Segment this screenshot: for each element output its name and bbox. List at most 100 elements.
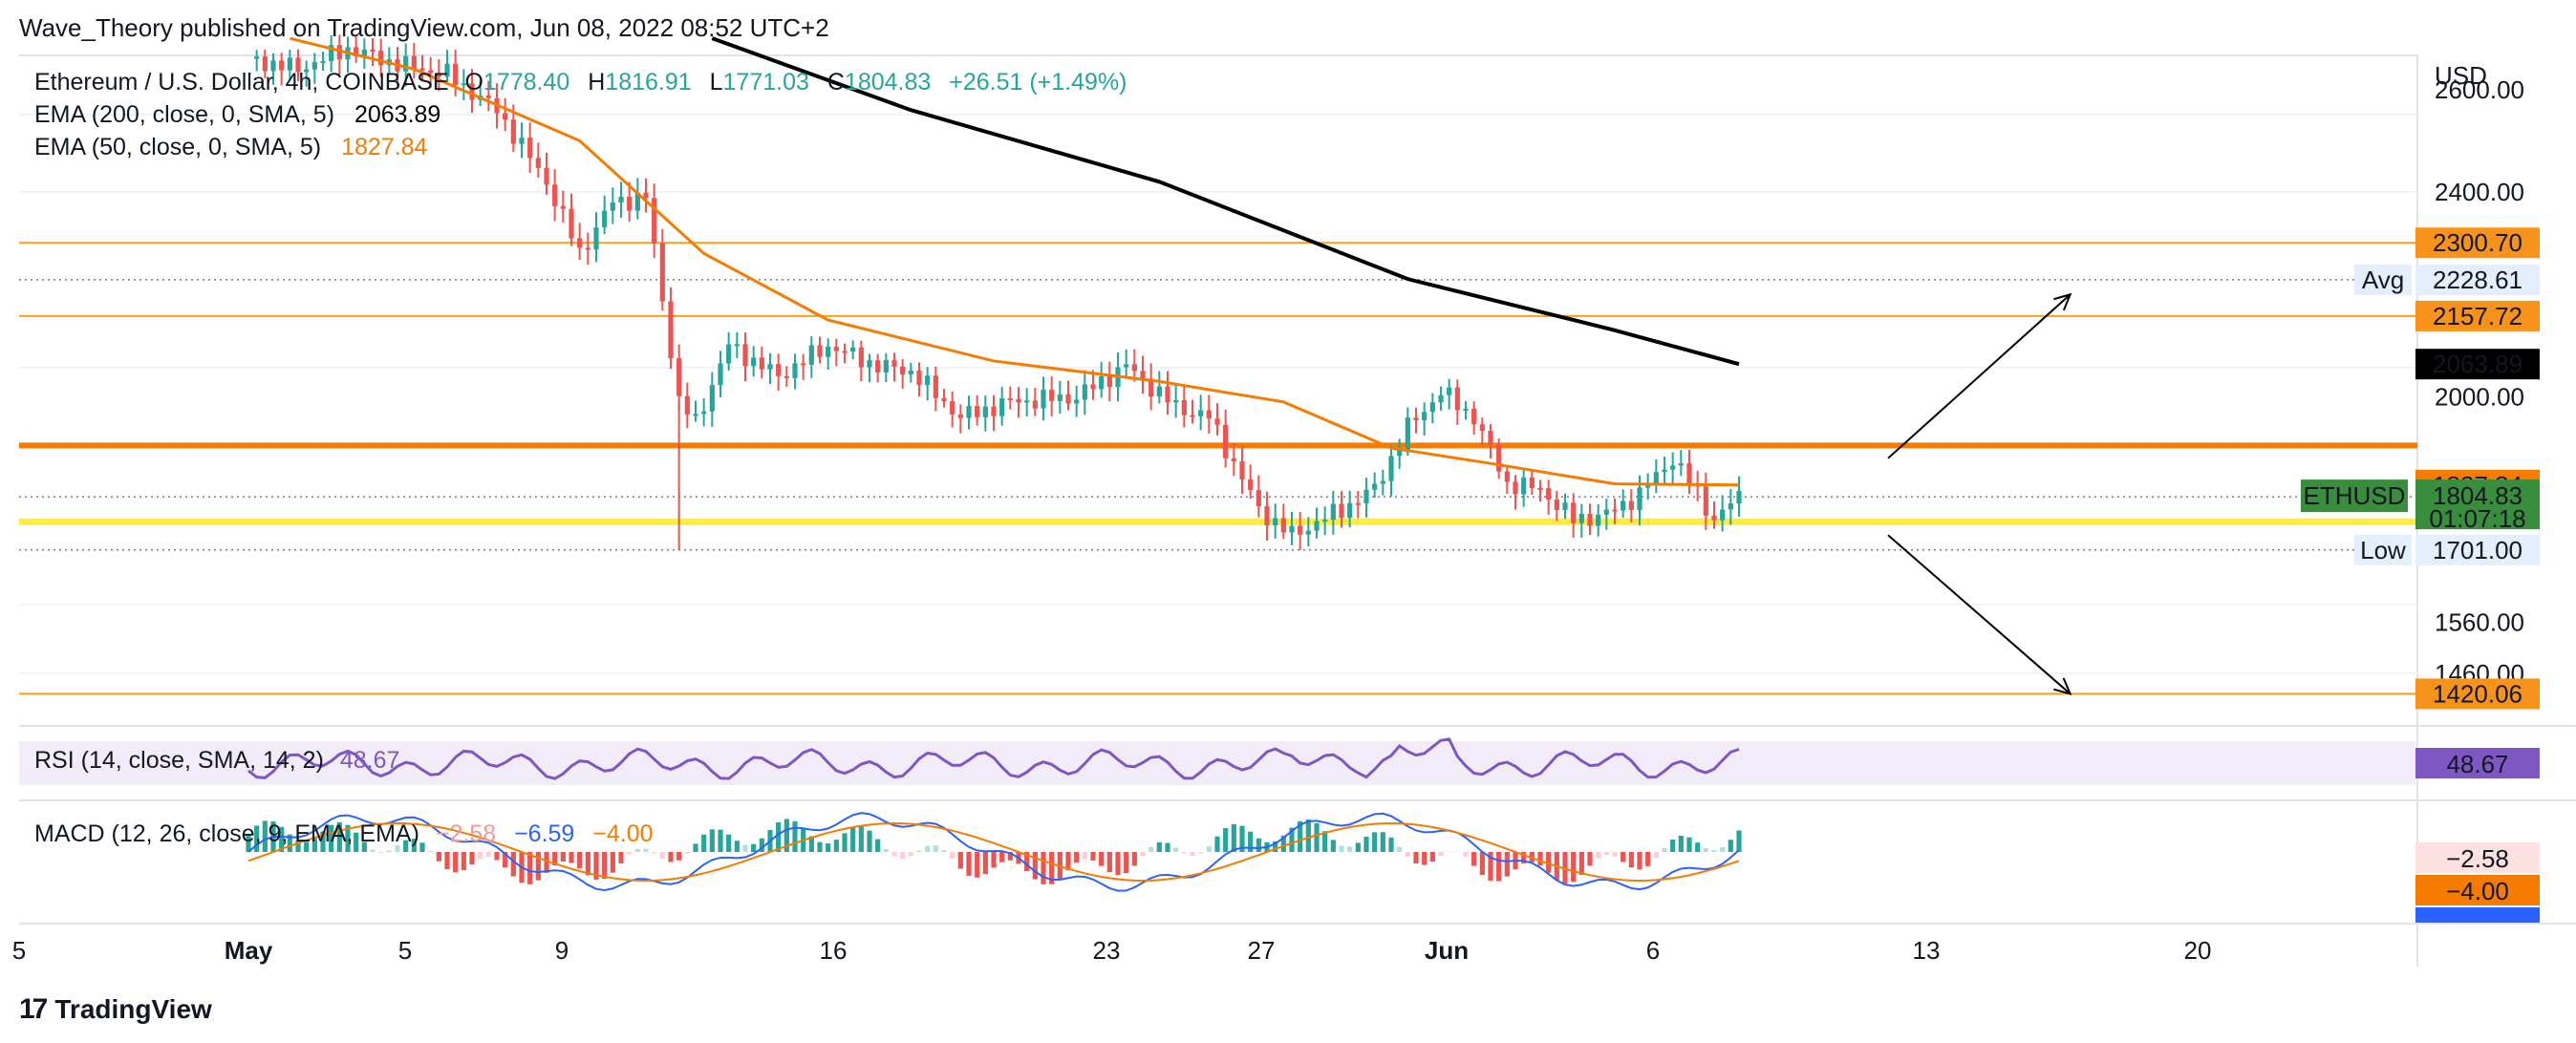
candle-body bbox=[1703, 486, 1708, 516]
candle-body bbox=[1422, 412, 1428, 420]
macd-histogram-bar bbox=[1214, 836, 1220, 852]
macd-histogram-bar bbox=[1628, 852, 1634, 868]
macd-signal-badge bbox=[2415, 875, 2540, 905]
ticker-badge bbox=[2301, 479, 2408, 513]
candle-body bbox=[461, 83, 466, 86]
macd-histogram-bar bbox=[1355, 842, 1361, 852]
projection-arrow-line bbox=[1887, 534, 2072, 695]
macd-line-badge bbox=[2415, 907, 2540, 923]
macd-histogram-bar bbox=[1612, 852, 1618, 857]
candle-body bbox=[925, 375, 931, 386]
candle-body bbox=[1537, 487, 1543, 490]
macd-histogram-bar bbox=[1488, 852, 1493, 882]
macd-histogram-bar bbox=[742, 844, 748, 852]
candle-body bbox=[1330, 503, 1336, 521]
macd-histogram-bar bbox=[1479, 852, 1485, 876]
candle-body bbox=[1621, 500, 1626, 511]
candle-body bbox=[742, 344, 748, 367]
macd-histogram-bar bbox=[1148, 846, 1154, 852]
tradingview-logo[interactable]: 17 TradingView bbox=[19, 993, 212, 1026]
macd-histogram-bar bbox=[1090, 852, 1096, 861]
macd-histogram-bar bbox=[950, 852, 955, 860]
ema200-value: 2063.89 bbox=[354, 101, 440, 128]
level-badge-2300 bbox=[2415, 227, 2540, 259]
ema50-value: 1827.84 bbox=[341, 134, 427, 160]
candle-body bbox=[1148, 378, 1154, 397]
candle-body bbox=[1504, 471, 1510, 482]
macd-histogram-bar bbox=[1686, 837, 1692, 852]
candle-body bbox=[1339, 503, 1344, 519]
date-tick-label: 9 bbox=[555, 936, 569, 965]
macd-histogram-bar bbox=[436, 852, 441, 862]
macd-histogram-bar bbox=[1587, 852, 1593, 866]
macd-histogram-bar bbox=[345, 824, 351, 852]
macd-histogram-bar bbox=[1049, 852, 1055, 884]
candle-body bbox=[1670, 465, 1676, 470]
macd-histogram-bar bbox=[1140, 852, 1146, 857]
candle-body bbox=[428, 70, 434, 74]
level-badge-1420 bbox=[2415, 678, 2540, 710]
candle-body bbox=[1273, 518, 1278, 525]
macd-histogram-bar bbox=[1728, 840, 1733, 852]
candle-body bbox=[354, 47, 359, 56]
date-tick-label: 5 bbox=[398, 936, 412, 965]
price-badges: 2300.702157.722063.891827.841804.8301:07… bbox=[2301, 227, 2540, 710]
macd-histogram-bar bbox=[858, 826, 864, 852]
candle-body bbox=[287, 57, 292, 71]
macd-histogram-bar bbox=[1388, 837, 1394, 852]
macd-histogram-bar bbox=[1124, 852, 1129, 874]
candle-body bbox=[684, 395, 690, 415]
macd-histogram-bar bbox=[842, 833, 848, 852]
macd-histogram-bar bbox=[585, 852, 590, 876]
candle-body bbox=[950, 401, 955, 415]
date-tick-label: 5 bbox=[12, 936, 26, 965]
macd-histogram-bar bbox=[1621, 852, 1626, 862]
candle-body bbox=[295, 57, 301, 73]
candle-body bbox=[1529, 478, 1535, 488]
candle-body bbox=[1380, 480, 1385, 484]
macd-histogram-bar bbox=[957, 852, 963, 869]
macd-histogram-bar bbox=[1223, 828, 1229, 852]
candle-body bbox=[1082, 384, 1087, 400]
candle-body bbox=[1280, 518, 1286, 533]
candle-body bbox=[329, 45, 334, 61]
candle-body bbox=[378, 50, 384, 66]
candle-body bbox=[1198, 410, 1204, 416]
macd-histogram-bar bbox=[336, 821, 342, 852]
candle-body bbox=[618, 197, 624, 203]
price-tick-label: 2400.00 bbox=[2435, 178, 2524, 206]
ticker-badge-text: ETHUSD bbox=[2304, 481, 2406, 510]
macd-histogram-bar bbox=[1273, 841, 1278, 852]
macd-histogram-bar bbox=[295, 840, 301, 852]
candle-body bbox=[1074, 399, 1080, 404]
candle-body bbox=[676, 358, 682, 396]
avg-badge bbox=[2415, 264, 2540, 295]
candle-body bbox=[1041, 390, 1046, 409]
macd-histogram-bar bbox=[1239, 825, 1245, 852]
macd-histogram-bar bbox=[1670, 839, 1676, 852]
macd-histogram-bar bbox=[485, 852, 491, 858]
candle-body bbox=[891, 359, 897, 367]
rsi-polyline bbox=[247, 737, 1740, 780]
candle-body bbox=[577, 238, 583, 248]
main-legend: Ethereum / U.S. Dollar, 4h, COINBASE O17… bbox=[34, 69, 1127, 160]
candle-body bbox=[1024, 400, 1030, 403]
candle-body bbox=[1298, 525, 1303, 535]
low-label-text: Low bbox=[2360, 536, 2406, 564]
candle-body bbox=[1628, 500, 1634, 511]
candle-body bbox=[519, 138, 525, 144]
macd-histogram-bar bbox=[759, 838, 764, 852]
candle-body bbox=[792, 363, 798, 378]
macd-histogram-bar bbox=[1496, 852, 1502, 882]
candle-body bbox=[1546, 488, 1552, 500]
svg-text:Ethereum / U.S. Dollar, 4h, CO: Ethereum / U.S. Dollar, 4h, COINBASE O17… bbox=[34, 69, 1127, 96]
candle-body bbox=[469, 83, 475, 100]
macd-histogram-bar bbox=[411, 839, 417, 852]
candle-body bbox=[808, 345, 814, 365]
candle-body bbox=[1322, 520, 1328, 522]
macd-histogram-bar bbox=[1546, 852, 1552, 873]
price-tick-label: 2000.00 bbox=[2435, 382, 2524, 411]
candle-body bbox=[254, 56, 260, 59]
date-tick-label: May bbox=[225, 936, 273, 965]
